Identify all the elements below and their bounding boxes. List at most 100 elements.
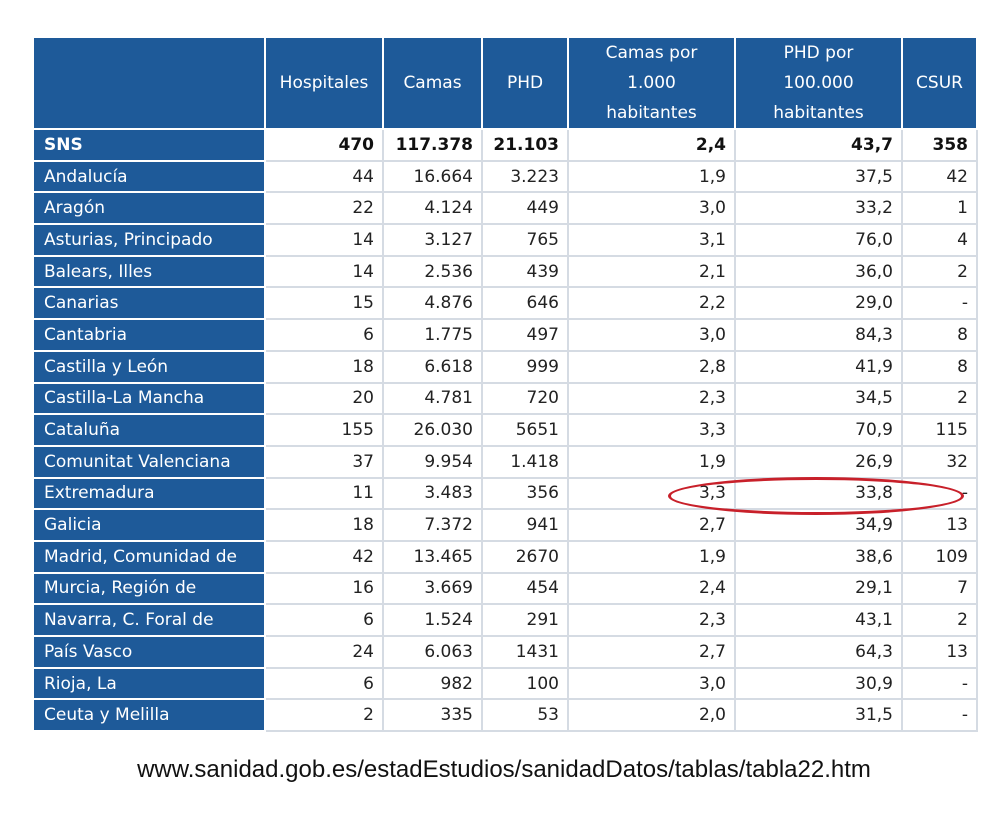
hospitales-cell: 20 xyxy=(264,381,384,416)
csur-cell: 32 xyxy=(901,444,978,479)
region-cell: SNS xyxy=(32,128,266,162)
table-row: Cantabria 6 1.775 497 3,0 84,3 8 xyxy=(32,318,978,352)
region-cell: Rioja, La xyxy=(32,666,266,701)
csur-cell: 109 xyxy=(901,539,978,574)
phd-por-100000-cell: 37,5 xyxy=(734,159,903,194)
phd-cell: 100 xyxy=(481,666,569,701)
csur-cell: 8 xyxy=(901,318,978,352)
region-cell: Andalucía xyxy=(32,159,266,194)
camas-por-1000-cell: 2,1 xyxy=(567,254,736,289)
phd-por-100000-cell: 38,6 xyxy=(734,539,903,574)
hospitales-cell: 6 xyxy=(264,318,384,352)
camas-por-1000-cell: 1,9 xyxy=(567,444,736,479)
phd-por-100000-cell: 33,2 xyxy=(734,191,903,226)
camas-cell: 6.618 xyxy=(382,349,483,384)
table-row: Navarra, C. Foral de 6 1.524 291 2,3 43,1 2 xyxy=(32,603,978,637)
phd-cell: 1.418 xyxy=(481,444,569,479)
table-row: Asturias, Principado 14 3.127 765 3,1 76,0 4 xyxy=(32,223,978,257)
csur-cell: - xyxy=(901,666,978,701)
camas-cell: 4.876 xyxy=(382,286,483,321)
hospitales-cell: 155 xyxy=(264,413,384,447)
phd-por-100000-cell: 26,9 xyxy=(734,444,903,479)
header-cell-phd: PHD xyxy=(481,36,569,130)
phd-por-100000-cell: 36,0 xyxy=(734,254,903,289)
phd-por-100000-cell: 33,8 xyxy=(734,476,903,511)
hospitales-cell: 14 xyxy=(264,254,384,289)
header-cell-region xyxy=(32,36,266,130)
camas-cell: 3.669 xyxy=(382,571,483,606)
camas-por-1000-cell: 1,9 xyxy=(567,159,736,194)
camas-cell: 335 xyxy=(382,698,483,733)
header-cell-hospitales: Hospitales xyxy=(264,36,384,130)
hospitales-cell: 22 xyxy=(264,191,384,226)
camas-cell: 2.536 xyxy=(382,254,483,289)
header-row: Hospitales Camas PHD Camas por 1.000 hab… xyxy=(32,36,978,130)
phd-por-100000-cell: 43,7 xyxy=(734,128,903,162)
camas-por-1000-cell: 2,2 xyxy=(567,286,736,321)
hospitales-cell: 6 xyxy=(264,666,384,701)
hospitales-cell: 18 xyxy=(264,349,384,384)
hospitales-cell: 11 xyxy=(264,476,384,511)
header-cell-camas: Camas xyxy=(382,36,483,130)
csur-cell: - xyxy=(901,476,978,511)
camas-cell: 4.781 xyxy=(382,381,483,416)
phd-cell: 999 xyxy=(481,349,569,384)
camas-por-1000-cell: 3,0 xyxy=(567,666,736,701)
phd-cell: 449 xyxy=(481,191,569,226)
hospitales-cell: 44 xyxy=(264,159,384,194)
camas-por-1000-cell: 2,8 xyxy=(567,349,736,384)
phd-por-100000-cell: 70,9 xyxy=(734,413,903,447)
camas-cell: 13.465 xyxy=(382,539,483,574)
camas-por-1000-cell: 2,4 xyxy=(567,571,736,606)
hospitales-cell: 15 xyxy=(264,286,384,321)
camas-por-1000-cell: 3,1 xyxy=(567,223,736,257)
hospitales-cell: 470 xyxy=(264,128,384,162)
hospital-statistics-table: Hospitales Camas PHD Camas por 1.000 hab… xyxy=(32,36,978,733)
camas-por-1000-cell: 3,0 xyxy=(567,191,736,226)
camas-por-1000-cell: 2,3 xyxy=(567,603,736,637)
table-row: Murcia, Región de 16 3.669 454 2,4 29,1 7 xyxy=(32,571,978,606)
phd-cell: 1431 xyxy=(481,635,569,669)
hospitales-cell: 18 xyxy=(264,508,384,542)
header-cell-csur: CSUR xyxy=(901,36,978,130)
camas-cell: 9.954 xyxy=(382,444,483,479)
csur-cell: 2 xyxy=(901,254,978,289)
hospitales-cell: 24 xyxy=(264,635,384,669)
phd-cell: 765 xyxy=(481,223,569,257)
camas-cell: 7.372 xyxy=(382,508,483,542)
csur-cell: 8 xyxy=(901,349,978,384)
camas-cell: 1.524 xyxy=(382,603,483,637)
header-cell-phd-por-100000: PHD por 100.000 habitantes xyxy=(734,36,903,130)
camas-cell: 1.775 xyxy=(382,318,483,352)
region-cell: Asturias, Principado xyxy=(32,223,266,257)
phd-por-100000-cell: 34,5 xyxy=(734,381,903,416)
source-url-caption: www.sanidad.gob.es/estadEstudios/sanidad… xyxy=(137,756,871,783)
phd-cell: 646 xyxy=(481,286,569,321)
phd-cell: 497 xyxy=(481,318,569,352)
camas-cell: 3.483 xyxy=(382,476,483,511)
csur-cell: 2 xyxy=(901,603,978,637)
table-header: Hospitales Camas PHD Camas por 1.000 hab… xyxy=(32,36,978,130)
camas-cell: 26.030 xyxy=(382,413,483,447)
table-row: Galicia 18 7.372 941 2,7 34,9 13 xyxy=(32,508,978,542)
region-cell: Extremadura xyxy=(32,476,266,511)
table-row: Ceuta y Melilla 2 335 53 2,0 31,5- xyxy=(32,698,978,733)
table-row: Cataluña 155 26.030 5651 3,3 70,9 115 xyxy=(32,413,978,447)
region-cell: Navarra, C. Foral de xyxy=(32,603,266,637)
hospitales-cell: 14 xyxy=(264,223,384,257)
table-row: Balears, Illes 14 2.536 439 2,1 36,0 2 xyxy=(32,254,978,289)
phd-cell: 5651 xyxy=(481,413,569,447)
csur-cell: 13 xyxy=(901,508,978,542)
table-row: Aragón 22 4.124 449 3,0 33,2 1 xyxy=(32,191,978,226)
phd-por-100000-cell: 29,1 xyxy=(734,571,903,606)
table-row: Castilla y León 18 6.618 999 2,8 41,9 8 xyxy=(32,349,978,384)
camas-cell: 117.378 xyxy=(382,128,483,162)
table-row: Comunitat Valenciana 37 9.954 1.418 1,9 26,9 3… xyxy=(32,444,978,479)
csur-cell: 1 xyxy=(901,191,978,226)
region-cell: Cataluña xyxy=(32,413,266,447)
table-row: Extremadura 11 3.483 356 3,3 33,8- xyxy=(32,476,978,511)
camas-por-1000-cell: 2,0 xyxy=(567,698,736,733)
phd-por-100000-cell: 31,5 xyxy=(734,698,903,733)
camas-por-1000-cell: 2,4 xyxy=(567,128,736,162)
table-row: Rioja, La 6 982 100 3,0 30,9- xyxy=(32,666,978,701)
